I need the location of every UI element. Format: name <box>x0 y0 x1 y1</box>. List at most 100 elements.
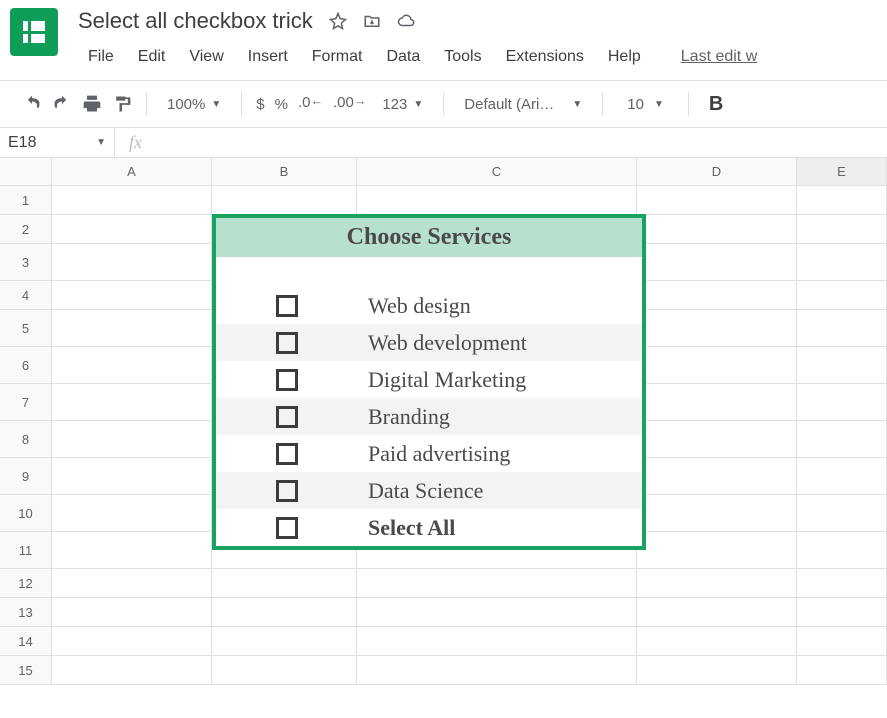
cell[interactable] <box>637 598 797 627</box>
document-title[interactable]: Select all checkbox trick <box>78 8 313 34</box>
sheets-logo-icon[interactable] <box>10 8 58 56</box>
service-checkbox[interactable] <box>276 369 298 391</box>
service-checkbox[interactable] <box>276 295 298 317</box>
row-header[interactable]: 9 <box>0 458 52 495</box>
last-edit-link[interactable]: Last edit w <box>671 44 767 70</box>
bold-button[interactable]: B <box>703 93 723 116</box>
service-checkbox[interactable] <box>276 517 298 539</box>
row-header[interactable]: 6 <box>0 347 52 384</box>
font-size-dropdown[interactable]: 10 ▼ <box>617 96 674 113</box>
star-icon[interactable] <box>329 12 347 30</box>
menu-format[interactable]: Format <box>302 44 373 70</box>
cell[interactable] <box>52 347 212 384</box>
cell[interactable] <box>52 310 212 347</box>
column-header[interactable]: D <box>637 158 797 185</box>
column-header[interactable]: C <box>357 158 637 185</box>
cell[interactable] <box>797 244 887 281</box>
column-header[interactable]: B <box>212 158 357 185</box>
cell[interactable] <box>637 569 797 598</box>
cell[interactable] <box>637 186 797 215</box>
cell[interactable] <box>357 627 637 656</box>
cell[interactable] <box>52 656 212 685</box>
row-header[interactable]: 11 <box>0 532 52 569</box>
cell[interactable] <box>797 347 887 384</box>
cell[interactable] <box>212 569 357 598</box>
service-checkbox[interactable] <box>276 443 298 465</box>
cell[interactable] <box>52 569 212 598</box>
row-header[interactable]: 15 <box>0 656 52 685</box>
menu-insert[interactable]: Insert <box>238 44 298 70</box>
menu-help[interactable]: Help <box>598 44 651 70</box>
move-to-folder-icon[interactable] <box>363 12 381 30</box>
row-header[interactable]: 7 <box>0 384 52 421</box>
cell[interactable] <box>357 569 637 598</box>
cell[interactable] <box>52 215 212 244</box>
cell[interactable] <box>357 656 637 685</box>
cell[interactable] <box>637 495 797 532</box>
cell[interactable] <box>637 281 797 310</box>
zoom-dropdown[interactable]: 100% ▼ <box>161 96 227 113</box>
cell[interactable] <box>52 627 212 656</box>
cell[interactable] <box>52 598 212 627</box>
cell[interactable] <box>357 598 637 627</box>
cell[interactable] <box>797 569 887 598</box>
row-header[interactable]: 12 <box>0 569 52 598</box>
menu-extensions[interactable]: Extensions <box>496 44 594 70</box>
select-all-corner[interactable] <box>0 158 52 185</box>
column-header[interactable]: A <box>52 158 212 185</box>
undo-icon[interactable] <box>22 94 42 114</box>
cell[interactable] <box>797 495 887 532</box>
format-currency-button[interactable]: $ <box>256 96 264 113</box>
cell[interactable] <box>52 384 212 421</box>
cell[interactable] <box>637 458 797 495</box>
cell[interactable] <box>637 244 797 281</box>
cell[interactable] <box>52 244 212 281</box>
row-header[interactable]: 3 <box>0 244 52 281</box>
cell[interactable] <box>637 310 797 347</box>
menu-file[interactable]: File <box>78 44 124 70</box>
name-box[interactable]: E18 ▼ <box>0 128 115 157</box>
redo-icon[interactable] <box>52 94 72 114</box>
menu-tools[interactable]: Tools <box>434 44 491 70</box>
menu-data[interactable]: Data <box>376 44 430 70</box>
cell[interactable] <box>212 627 357 656</box>
cell[interactable] <box>52 281 212 310</box>
cell[interactable] <box>637 532 797 569</box>
cell[interactable] <box>637 215 797 244</box>
cell[interactable] <box>797 310 887 347</box>
cell[interactable] <box>52 532 212 569</box>
cell[interactable] <box>637 384 797 421</box>
cell[interactable] <box>797 656 887 685</box>
cell[interactable] <box>212 656 357 685</box>
service-checkbox[interactable] <box>276 480 298 502</box>
cell[interactable] <box>212 186 357 215</box>
service-checkbox[interactable] <box>276 332 298 354</box>
cell[interactable] <box>797 186 887 215</box>
format-percent-button[interactable]: % <box>275 96 288 113</box>
row-header[interactable]: 8 <box>0 421 52 458</box>
paint-format-icon[interactable] <box>112 94 132 114</box>
row-header[interactable]: 4 <box>0 281 52 310</box>
row-header[interactable]: 10 <box>0 495 52 532</box>
cell[interactable] <box>52 495 212 532</box>
font-family-dropdown[interactable]: Default (Ari… ▼ <box>458 96 588 113</box>
increase-decimal-icon[interactable]: .00→ <box>333 94 366 114</box>
formula-bar-input[interactable] <box>156 128 887 157</box>
cell[interactable] <box>52 458 212 495</box>
cell[interactable] <box>797 384 887 421</box>
cell[interactable] <box>52 186 212 215</box>
cell[interactable] <box>797 421 887 458</box>
menu-edit[interactable]: Edit <box>128 44 176 70</box>
cell[interactable] <box>212 598 357 627</box>
number-format-dropdown[interactable]: 123 ▼ <box>376 96 429 113</box>
row-header[interactable]: 5 <box>0 310 52 347</box>
row-header[interactable]: 2 <box>0 215 52 244</box>
print-icon[interactable] <box>82 94 102 114</box>
row-header[interactable]: 14 <box>0 627 52 656</box>
cell[interactable] <box>797 281 887 310</box>
cell[interactable] <box>797 458 887 495</box>
cell[interactable] <box>357 186 637 215</box>
cell[interactable] <box>797 627 887 656</box>
cell[interactable] <box>797 598 887 627</box>
spreadsheet-grid[interactable]: A B C D E 123456789101112131415 Choose S… <box>0 158 887 685</box>
